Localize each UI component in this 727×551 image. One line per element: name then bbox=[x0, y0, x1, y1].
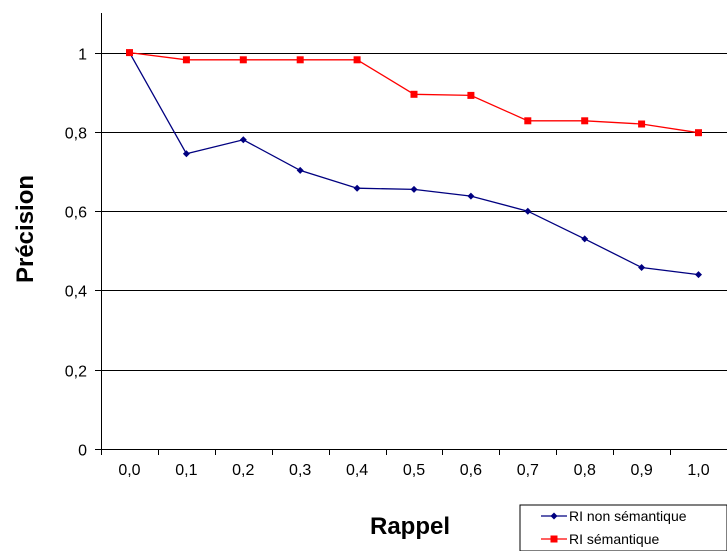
x-tick-label: 0,8 bbox=[574, 462, 596, 479]
y-tick-label: 0,4 bbox=[65, 284, 87, 301]
x-axis-title: Rappel bbox=[370, 513, 450, 540]
data-point-square bbox=[296, 56, 304, 64]
data-point-square bbox=[353, 56, 361, 64]
axes bbox=[95, 13, 727, 455]
data-point-diamond bbox=[524, 207, 532, 215]
y-tick-label: 0 bbox=[78, 443, 87, 460]
gridlines bbox=[101, 53, 727, 371]
y-tick-label: 1 bbox=[78, 47, 87, 64]
legend-label-ri-semantique: RI sémantique bbox=[569, 531, 659, 547]
y-tick-label: 0,2 bbox=[65, 364, 87, 381]
x-tick-label: 0,5 bbox=[403, 462, 425, 479]
legend: RI non sémantique RI sémantique bbox=[519, 504, 727, 551]
data-point-diamond bbox=[410, 185, 418, 193]
legend-box bbox=[519, 504, 727, 551]
x-tick-label: 1,0 bbox=[687, 462, 709, 479]
data-point-diamond bbox=[182, 150, 190, 158]
x-tick-label: 0,7 bbox=[517, 462, 539, 479]
data-point-diamond bbox=[695, 271, 702, 279]
legend-label-ri-non-semantique: RI non sémantique bbox=[569, 508, 687, 524]
series-line-0 bbox=[128, 52, 699, 276]
series-lines bbox=[126, 49, 702, 279]
x-tick-label: 0,6 bbox=[460, 462, 482, 479]
data-point-diamond bbox=[581, 235, 589, 243]
y-tick-label: 0,8 bbox=[65, 126, 87, 143]
data-point-diamond bbox=[239, 136, 247, 144]
x-tick-label: 0,2 bbox=[232, 462, 254, 479]
legend-marker-ri-semantique bbox=[550, 535, 558, 543]
data-point-square bbox=[467, 91, 475, 99]
y-axis-title: Précision bbox=[12, 175, 39, 283]
x-tick-label: 0,3 bbox=[289, 462, 311, 479]
data-point-square bbox=[638, 120, 646, 128]
x-tick-label: 0,9 bbox=[631, 462, 653, 479]
data-point-square bbox=[239, 56, 247, 64]
data-point-diamond bbox=[353, 184, 361, 192]
data-point-square bbox=[695, 129, 702, 137]
x-tick-label: 0,1 bbox=[175, 462, 197, 479]
legend-marker-ri-non-semantique bbox=[550, 512, 558, 520]
data-point-diamond bbox=[467, 192, 475, 200]
data-point-square bbox=[410, 90, 418, 98]
x-tick-label: 0,0 bbox=[118, 462, 140, 479]
data-point-square bbox=[126, 49, 133, 57]
data-point-square bbox=[581, 117, 589, 125]
y-tick-label: 0,6 bbox=[65, 205, 87, 222]
x-tick-label: 0,4 bbox=[346, 462, 368, 479]
data-point-square bbox=[182, 56, 190, 64]
data-point-diamond bbox=[638, 264, 646, 271]
data-point-square bbox=[524, 117, 532, 125]
tick-labels: 0 0,2 0,4 0,6 0,8 1 0,0 0,1 0,2 0,3 0,4 0,5 0,6 0,7 0,… bbox=[65, 47, 710, 480]
data-point-diamond bbox=[296, 166, 304, 174]
